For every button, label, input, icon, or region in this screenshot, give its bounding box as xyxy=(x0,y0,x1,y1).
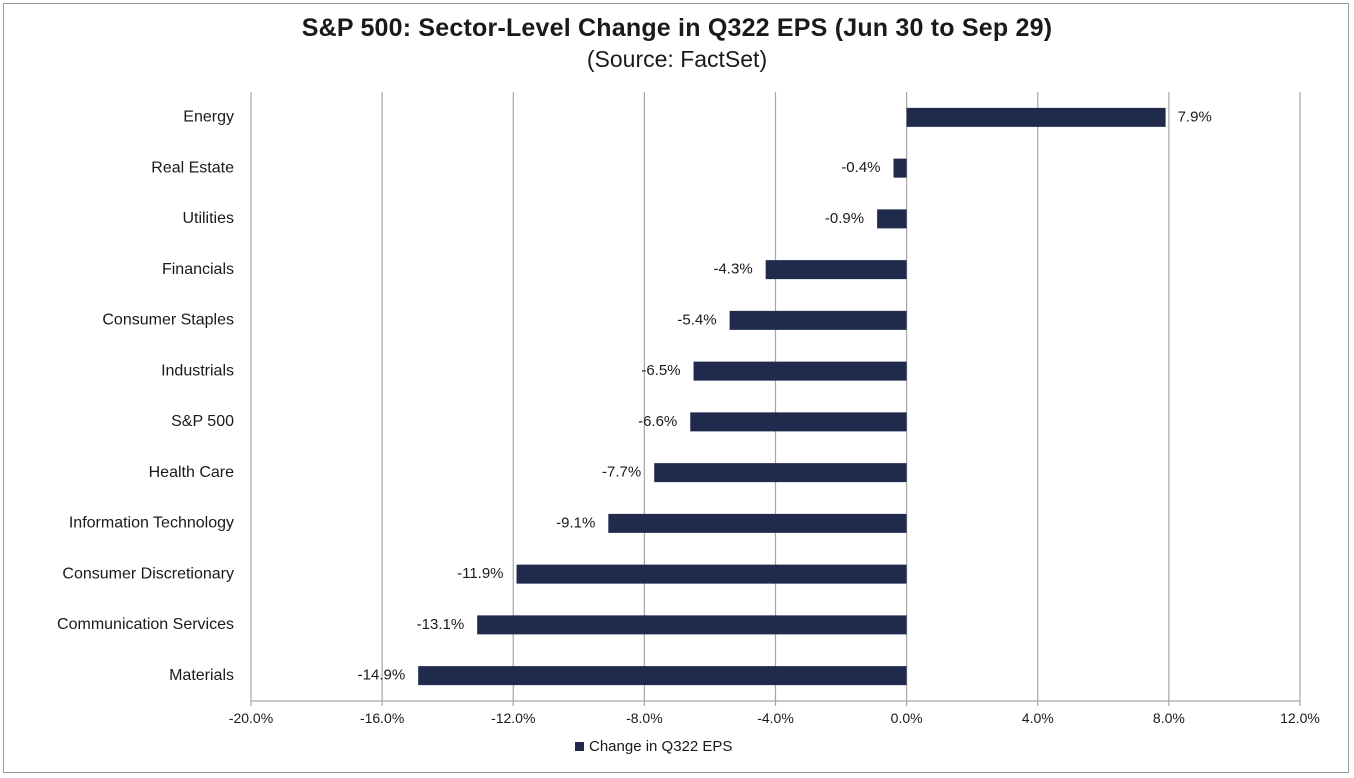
data-label: -11.9% xyxy=(457,565,503,582)
data-label: -0.9% xyxy=(825,210,864,227)
x-tick-label: -20.0% xyxy=(229,710,273,726)
x-tick-label: 0.0% xyxy=(891,710,923,726)
category-label: Real Estate xyxy=(151,159,234,176)
data-label: -14.9% xyxy=(358,667,406,684)
bar xyxy=(877,209,907,229)
bar xyxy=(906,107,1166,127)
bar xyxy=(654,463,907,483)
bars xyxy=(418,107,1166,686)
x-tick-label: -16.0% xyxy=(360,710,404,726)
chart-subtitle: (Source: FactSet) xyxy=(586,46,768,72)
category-label: Energy xyxy=(183,109,234,126)
legend-label: Change in Q322 EPS xyxy=(589,738,733,755)
bar xyxy=(516,564,907,584)
data-label: -5.4% xyxy=(677,311,716,328)
category-label: Materials xyxy=(169,667,234,684)
x-tick-label: -12.0% xyxy=(491,710,535,726)
x-tick-label: 4.0% xyxy=(1022,710,1054,726)
bar xyxy=(893,158,907,178)
legend: Change in Q322 EPS xyxy=(575,738,732,755)
x-tick-label: 8.0% xyxy=(1153,710,1185,726)
chart-frame xyxy=(3,3,1349,773)
category-label: Utilities xyxy=(182,210,234,227)
category-label: Information Technology xyxy=(69,515,234,532)
bar xyxy=(765,260,907,280)
bar xyxy=(477,615,907,635)
bar xyxy=(693,361,907,381)
category-label: Consumer Discretionary xyxy=(62,565,234,582)
data-label: -7.7% xyxy=(602,464,641,481)
legend-swatch xyxy=(575,742,584,751)
category-label: Health Care xyxy=(149,464,234,481)
bar xyxy=(608,513,907,533)
data-label: -13.1% xyxy=(417,616,465,633)
data-label: -0.4% xyxy=(841,159,880,176)
bar xyxy=(690,412,907,432)
x-axis-ticks: -20.0% -16.0% -12.0% -8.0% -4.0% 0.0% 4.0% 8.0%… xyxy=(229,701,1320,726)
bar xyxy=(729,310,907,330)
category-label: Communication Services xyxy=(57,616,234,633)
category-label: Industrials xyxy=(161,362,234,379)
category-label: Consumer Staples xyxy=(102,312,234,329)
data-label: -4.3% xyxy=(713,261,752,278)
data-label: -6.5% xyxy=(641,362,680,379)
chart-title: S&P 500: Sector-Level Change in Q322 EPS… xyxy=(301,14,1053,42)
data-label: -9.1% xyxy=(556,514,595,531)
x-tick-label: -4.0% xyxy=(757,710,794,726)
category-label: S&P 500 xyxy=(171,413,234,430)
gridlines xyxy=(250,92,1301,702)
category-label: Financials xyxy=(162,261,234,278)
x-tick-label: 12.0% xyxy=(1280,710,1320,726)
x-tick-label: -8.0% xyxy=(626,710,663,726)
data-label: 7.9% xyxy=(1178,108,1212,125)
value-labels: 7.9% -0.4% -0.9% -4.3% -5.4% -6.5% -6.6% -7.7% -… xyxy=(358,108,1212,683)
data-label: -6.6% xyxy=(638,413,677,430)
bar xyxy=(418,666,907,686)
category-labels: Energy Real Estate Utilities Financials Cons… xyxy=(57,109,234,684)
